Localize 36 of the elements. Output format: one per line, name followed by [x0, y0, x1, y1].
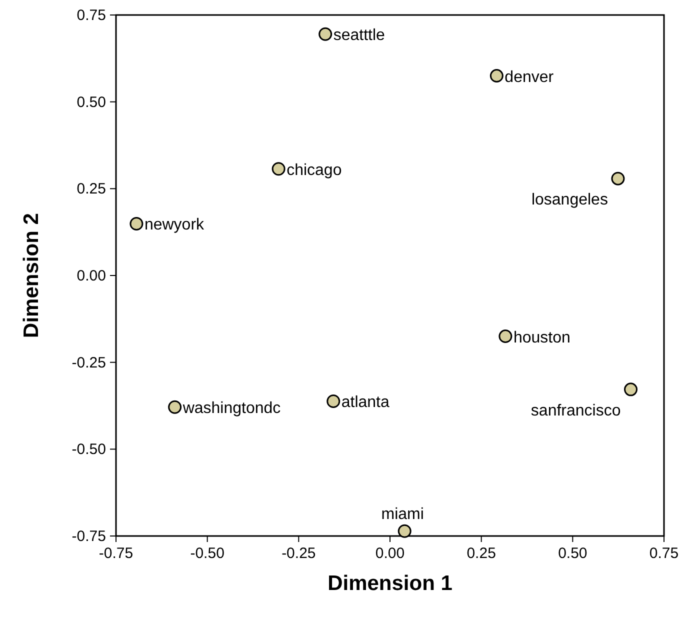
y-tick-label: 0.75	[76, 7, 106, 24]
annotation: chicago	[286, 162, 342, 179]
annotation: washingtondc	[182, 400, 281, 418]
x-tick-label: 0.50	[558, 545, 588, 562]
point	[490, 69, 504, 83]
point	[168, 400, 182, 414]
point	[611, 172, 625, 186]
annotation: seatttle	[333, 27, 386, 44]
point	[498, 330, 512, 344]
point	[624, 382, 638, 396]
point	[130, 216, 144, 230]
point	[398, 524, 412, 538]
annotation: newyork	[144, 216, 206, 234]
y-axis-title: Dimension 2	[20, 213, 43, 338]
point	[318, 27, 332, 41]
y-tick-label: 0.50	[76, 94, 106, 111]
annotation: houston	[513, 329, 570, 346]
x-axis-title: Dimension 1	[328, 572, 453, 595]
annotation: sanfrancisco	[530, 402, 621, 420]
annotation: miami	[381, 506, 424, 524]
y-tick-label: -0.75	[72, 528, 106, 545]
y-tick-label: 0.00	[76, 268, 106, 284]
y-tick-label: -0.25	[72, 354, 106, 372]
annotation: denver	[504, 68, 554, 86]
annotation: atlanta	[341, 394, 390, 412]
point	[326, 394, 340, 408]
annotation: losangeles	[531, 192, 608, 209]
x-tick-label: -0.25	[282, 545, 316, 562]
y-tick-label: -0.50	[72, 441, 106, 458]
x-tick-label: 0.25	[466, 545, 496, 562]
x-tick-label: -0.50	[190, 545, 224, 562]
point	[272, 162, 286, 176]
x-tick-label: 0.00	[375, 545, 405, 562]
y-tick-label: 0.25	[76, 180, 106, 198]
x-tick-label: 0.75	[649, 545, 679, 562]
x-tick-label: -0.75	[98, 545, 134, 562]
